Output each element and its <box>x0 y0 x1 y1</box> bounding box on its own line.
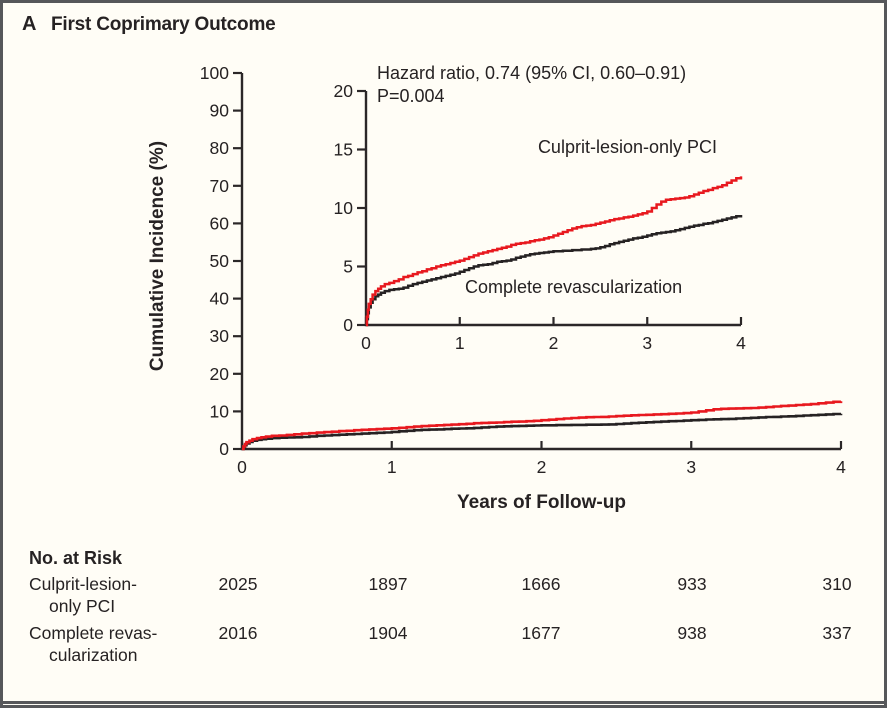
p-value-annotation: P=0.004 <box>377 86 445 106</box>
x-tick-label: 2 <box>537 457 547 477</box>
risk-value: 1677 <box>521 623 561 643</box>
risk-value: 1897 <box>368 574 408 594</box>
y-tick-label: 15 <box>334 140 353 160</box>
x-tick-label: 3 <box>642 333 652 353</box>
y-tick-label: 40 <box>210 289 230 309</box>
y-tick-label: 10 <box>334 198 354 218</box>
x-tick-label: 0 <box>237 457 247 477</box>
main-curve-culprit-lesion-only-pci <box>242 400 843 451</box>
x-tick-label: 3 <box>686 457 696 477</box>
x-tick-label: 4 <box>736 333 746 353</box>
risk-value: 310 <box>822 574 852 594</box>
y-tick-label: 20 <box>334 81 354 101</box>
inset-curve-culprit-lesion-only-pci <box>365 176 743 327</box>
risk-row-1-label-line-2: only PCI <box>49 596 116 616</box>
y-axis-title: Cumulative Incidence (%) <box>147 140 168 372</box>
inset-plot-axes: 0 5 10 15 20 0 1 2 3 4 <box>334 81 747 353</box>
panel-label: A <box>22 13 37 35</box>
risk-value: 2016 <box>218 623 258 643</box>
x-tick-label: 4 <box>836 457 846 477</box>
inset-curve-complete-revascularization <box>365 214 743 327</box>
risk-value: 933 <box>677 574 707 594</box>
x-tick-label: 1 <box>387 457 397 477</box>
risk-table-header: No. at Risk <box>29 548 123 568</box>
y-tick-label: 100 <box>200 63 229 83</box>
y-tick-label: 20 <box>210 364 230 384</box>
risk-value: 1904 <box>368 623 408 643</box>
curve-label-complete-revascularization: Complete revascularization <box>465 277 683 297</box>
y-tick-label: 70 <box>210 176 230 196</box>
y-tick-label: 60 <box>210 213 230 233</box>
y-tick-label: 90 <box>210 101 230 121</box>
risk-value: 1666 <box>521 574 561 594</box>
risk-value: 337 <box>822 623 852 643</box>
y-tick-label: 5 <box>343 257 353 277</box>
panel-title: First Coprimary Outcome <box>51 14 276 35</box>
y-tick-label: 80 <box>210 138 230 158</box>
x-tick-label: 2 <box>549 333 559 353</box>
y-tick-label: 0 <box>219 439 229 459</box>
panel-separator-line <box>3 701 884 704</box>
risk-row-1-label-line-1: Culprit-lesion- <box>29 574 137 594</box>
y-tick-label: 10 <box>210 401 230 421</box>
main-curve-complete-revascularization <box>242 412 843 451</box>
y-tick-label: 50 <box>210 251 230 271</box>
y-tick-label: 30 <box>210 326 230 346</box>
y-tick-label: 0 <box>343 315 353 335</box>
risk-value: 2025 <box>218 574 258 594</box>
curve-label-culprit-lesion-only-pci: Culprit-lesion-only PCI <box>537 137 717 157</box>
risk-row-2-label-line-2: cularization <box>49 645 138 665</box>
hazard-ratio-annotation: Hazard ratio, 0.74 (95% CI, 0.60–0.91) <box>377 63 687 83</box>
risk-value: 938 <box>677 623 707 643</box>
x-tick-label: 0 <box>361 333 371 353</box>
x-axis-title: Years of Follow-up <box>457 492 626 513</box>
risk-row-2-label-line-1: Complete revas- <box>29 623 158 643</box>
x-tick-label: 1 <box>455 333 465 353</box>
